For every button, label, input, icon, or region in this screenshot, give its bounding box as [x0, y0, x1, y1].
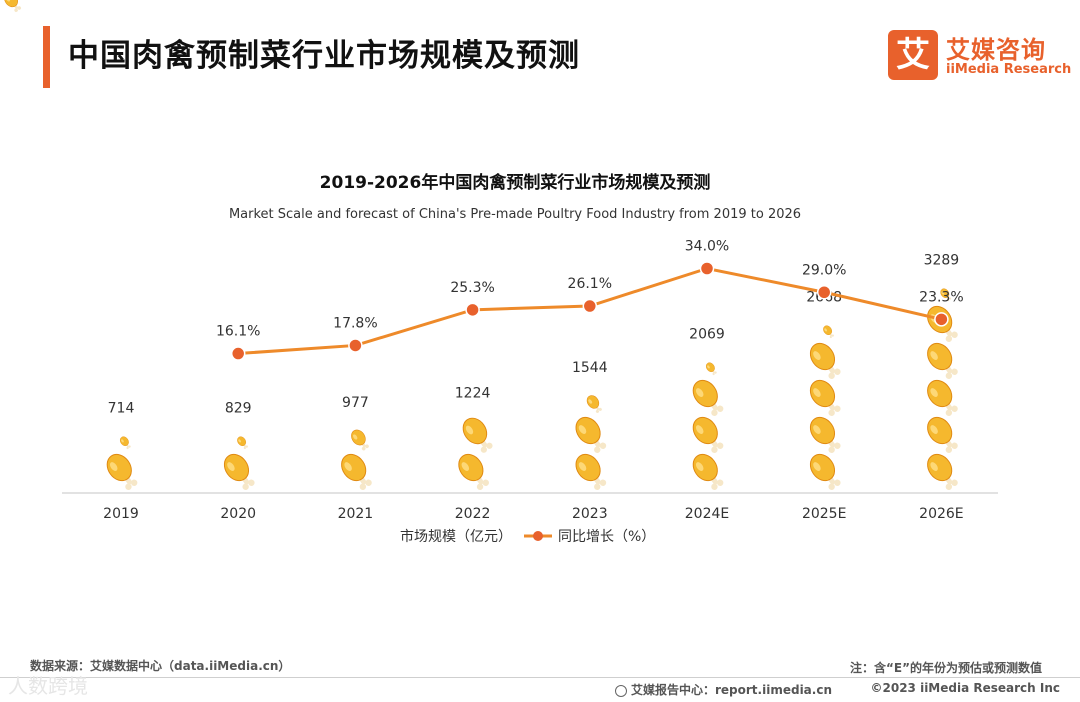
bar-value-label: 3289 [924, 253, 960, 269]
bar-icon [809, 453, 841, 490]
growth-value-label: 26.1% [568, 276, 612, 292]
bar-value-label: 714 [108, 401, 135, 417]
bar-icon-partial [237, 436, 248, 450]
bar-icon-partial [705, 362, 717, 376]
growth-point [230, 346, 246, 361]
legend-bar-icon [4, 0, 22, 12]
globe-icon [615, 685, 627, 697]
x-tick-label: 2024E [685, 506, 729, 522]
growth-point [816, 285, 832, 300]
bar-icon-partial [119, 436, 131, 450]
bar-icon [692, 379, 724, 416]
page-title: 中国肉禽预制菜行业市场规模及预测 [68, 38, 580, 74]
bar-icon [809, 342, 841, 379]
x-tick-label: 2025E [802, 506, 846, 522]
x-tick-label: 2023 [572, 506, 608, 522]
footer-report-text: 艾媒报告中心：report.iimedia.cn [631, 683, 832, 697]
chart-title: 2019-2026年中国肉禽预制菜行业市场规模及预测 [320, 172, 711, 193]
bar-value-label: 977 [342, 395, 369, 411]
bar-icon [927, 342, 958, 379]
bar-icon [692, 416, 724, 453]
bar-icon-partial [586, 395, 602, 413]
watermark: 人数跨境 [8, 674, 88, 698]
x-tick-label: 2026E [919, 506, 963, 522]
footer-divider [0, 677, 1080, 678]
bar-icon [809, 416, 841, 453]
bar-icon [927, 379, 958, 416]
bar-icon-partial [823, 325, 834, 339]
bar-icon [575, 453, 607, 490]
growth-point [582, 298, 598, 314]
growth-point [934, 312, 949, 327]
growth-point [465, 302, 480, 318]
bar-value-label: 1224 [455, 386, 491, 402]
bar-icon [927, 453, 958, 490]
bar-icon-partial [351, 429, 369, 451]
x-tick-label: 2022 [455, 506, 491, 522]
growth-point [699, 261, 715, 276]
growth-point [348, 338, 363, 353]
growth-value-label: 34.0% [685, 239, 729, 255]
title-accent-bar [43, 26, 50, 88]
bar-value-label: 2069 [689, 327, 725, 343]
brand-name-en: iiMedia Research [946, 62, 1072, 77]
chart-subtitle: Market Scale and forecast of China's Pre… [229, 207, 801, 222]
growth-value-label: 16.1% [216, 324, 260, 340]
brand-logo[interactable]: 艾 艾媒咨询 iiMedia Research [888, 30, 1071, 82]
bar-icon [458, 453, 489, 490]
x-tick-label: 2019 [103, 506, 139, 522]
x-tick-label: 2021 [338, 506, 374, 522]
bar-icon [106, 453, 138, 490]
footer-source: 数据来源：艾媒数据中心（data.iiMedia.cn） [30, 659, 291, 673]
bar-icon [341, 453, 372, 490]
bar-icon [223, 453, 255, 490]
brand-logo-icon: 艾 [888, 30, 938, 80]
bar-value-label: 1544 [572, 360, 608, 376]
footer-copyright: ©2023 iiMedia Research Inc [870, 681, 1061, 695]
growth-value-label: 25.3% [450, 280, 494, 296]
brand-name-cn: 艾媒咨询 [946, 36, 1046, 64]
bar-icon [927, 416, 958, 453]
bar-value-label: 829 [225, 401, 252, 417]
legend-line-label: 同比增长（%） [558, 529, 655, 545]
growth-value-label: 29.0% [802, 262, 846, 278]
bar-icon [809, 379, 841, 416]
bar-icon-partial [462, 417, 493, 453]
legend-bar-label: 市场规模（亿元） [400, 528, 512, 545]
chart-legend: 市场规模（亿元） 同比增长（%） [400, 528, 655, 545]
growth-value-label: 23.3% [919, 289, 963, 305]
growth-value-label: 17.8% [333, 315, 377, 331]
bar-icon-partial [940, 288, 952, 302]
bar-icon [575, 416, 607, 453]
bar-icon [692, 453, 724, 490]
footer-note: 注：含“E”的年份为预估或预测数值 [850, 661, 1042, 675]
x-tick-label: 2020 [220, 506, 256, 522]
legend-line-marker [533, 531, 543, 541]
footer-report-link[interactable]: 艾媒报告中心：report.iimedia.cn [615, 681, 832, 698]
